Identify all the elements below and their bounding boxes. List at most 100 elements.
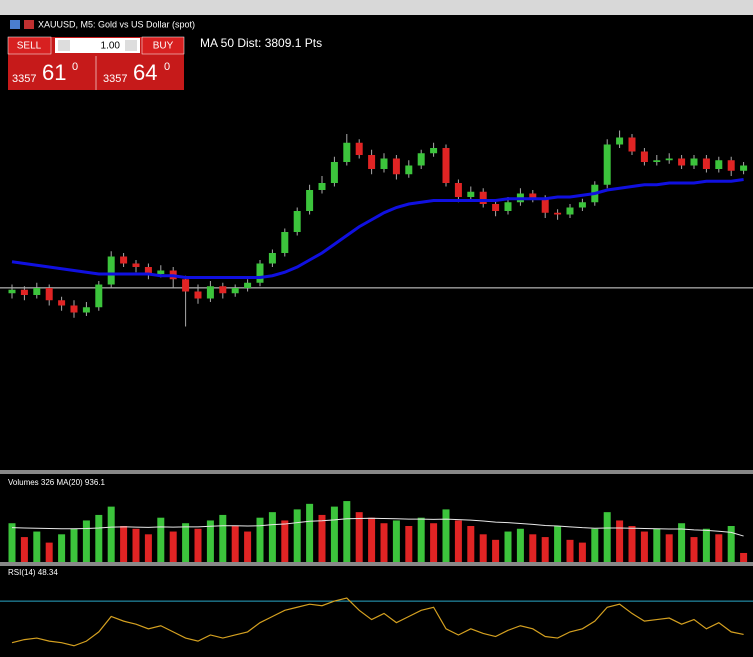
candle-body xyxy=(144,267,152,274)
volume-bar xyxy=(405,526,413,562)
volume-bar xyxy=(182,523,190,562)
rsi-line xyxy=(11,597,744,647)
candle-body xyxy=(628,137,636,152)
candle-body xyxy=(306,190,314,211)
volume-bar xyxy=(95,514,103,562)
volume-bar xyxy=(616,520,624,562)
candle-body xyxy=(45,288,53,301)
volume-bar xyxy=(492,539,500,562)
lot-input[interactable] xyxy=(55,38,140,53)
volume-bar xyxy=(20,537,28,562)
rsi-title: RSI(14) 48.34 xyxy=(8,568,58,577)
volume-bar xyxy=(33,531,41,562)
volume-bar xyxy=(219,514,227,562)
volume-title: Volumes 326 MA(20) 936.1 xyxy=(8,478,105,487)
candle-body xyxy=(330,162,338,183)
volume-bar xyxy=(70,528,78,562)
candle-body xyxy=(479,191,487,204)
volume-ma xyxy=(11,517,744,537)
candle-body xyxy=(702,158,710,169)
candle-body xyxy=(678,158,686,166)
candle-body xyxy=(182,279,190,292)
candle-body xyxy=(206,286,214,299)
volume-bar xyxy=(256,517,264,562)
volume-bar xyxy=(479,534,487,562)
volume-bar xyxy=(144,534,152,562)
candle-body xyxy=(653,160,661,162)
ma-distance: MA 50 Dist: 3809.1 Pts xyxy=(200,36,322,50)
sell-button[interactable] xyxy=(7,36,52,55)
ask-big: 3357 xyxy=(103,73,127,85)
volume-bar xyxy=(318,514,326,562)
volume-bar xyxy=(194,528,202,562)
candle-body xyxy=(58,300,66,306)
pane-separator xyxy=(0,470,753,474)
ask-digits: 64 xyxy=(133,60,157,85)
volume-bar xyxy=(417,517,425,562)
candle-body xyxy=(554,212,562,215)
volume-bar xyxy=(554,526,562,562)
volume-bar xyxy=(132,528,140,562)
volume-bar xyxy=(454,520,462,562)
candle-body xyxy=(665,158,673,161)
volume-bar xyxy=(715,534,723,562)
candle-body xyxy=(727,160,735,171)
candle-body xyxy=(132,263,140,267)
menu-icon xyxy=(10,20,20,29)
bid-big: 3357 xyxy=(12,73,36,85)
volume-bar xyxy=(58,534,66,562)
volume-bar xyxy=(578,542,586,562)
candle-body xyxy=(318,183,326,190)
volume-bar xyxy=(653,528,661,562)
candle-body xyxy=(380,158,388,169)
candle-body xyxy=(740,165,748,171)
candle-body xyxy=(70,305,78,313)
candle-body xyxy=(157,270,165,274)
candle-body xyxy=(640,151,648,162)
volume-bar xyxy=(529,534,537,562)
volume-bar xyxy=(504,531,512,562)
candle-body xyxy=(95,284,103,308)
lot-up[interactable] xyxy=(125,40,137,51)
volume-bar xyxy=(120,526,128,562)
volume-bar xyxy=(640,531,648,562)
ask-sup: 0 xyxy=(164,61,170,73)
volume-bar xyxy=(45,542,53,562)
candle-body xyxy=(467,191,475,197)
moving-average xyxy=(11,178,744,279)
candle-body xyxy=(529,193,537,199)
candle-body xyxy=(578,202,586,208)
volume-bar xyxy=(665,534,673,562)
candle-body xyxy=(504,202,512,211)
volume-bar xyxy=(430,523,438,562)
volume-bar xyxy=(330,506,338,562)
volume-bar xyxy=(343,501,351,562)
candle-body xyxy=(442,148,450,183)
volume-bar xyxy=(107,506,115,562)
volume-bar xyxy=(541,537,549,562)
volume-bar xyxy=(244,531,252,562)
volume-bar xyxy=(467,526,475,562)
volume-bar xyxy=(727,526,735,562)
sell-label: SELL xyxy=(17,41,42,52)
candle-body xyxy=(268,253,276,264)
volume-bar xyxy=(740,552,748,562)
symbol-icon xyxy=(24,20,34,29)
candle-body xyxy=(219,286,227,294)
candle-body xyxy=(256,263,264,283)
volume-bar xyxy=(690,537,698,562)
volume-bar xyxy=(628,526,636,562)
candle-body xyxy=(231,288,239,294)
candle-body xyxy=(715,160,723,169)
volume-bar xyxy=(8,523,16,562)
volume-bar xyxy=(368,517,376,562)
buy-button[interactable] xyxy=(141,36,185,55)
volume-bar xyxy=(281,520,289,562)
lot-down[interactable] xyxy=(58,40,70,51)
candle-body xyxy=(492,204,500,211)
candle-body xyxy=(430,148,438,154)
candle-body xyxy=(603,144,611,185)
candle-body xyxy=(20,289,28,295)
volume-bar xyxy=(442,509,450,562)
